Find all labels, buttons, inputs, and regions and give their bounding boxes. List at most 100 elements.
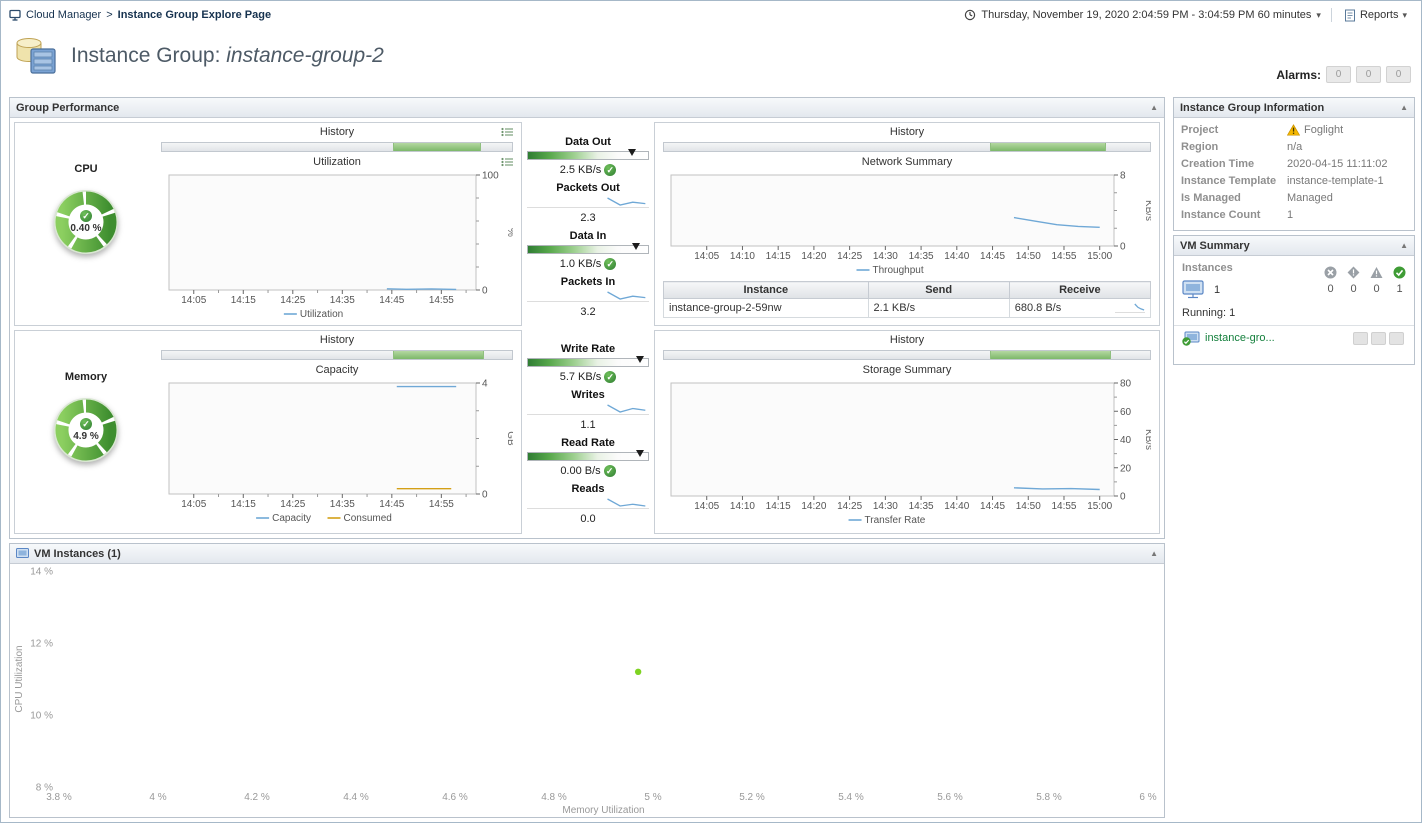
metric-gauge-bar: [527, 450, 649, 461]
svg-text:100: 100: [482, 171, 499, 182]
svg-text:14:05: 14:05: [694, 501, 719, 512]
svg-text:15:00: 15:00: [1087, 251, 1112, 262]
svg-text:14:25: 14:25: [280, 295, 305, 306]
metric-gauge-bar: [527, 243, 649, 254]
svg-text:CPU Utilization: CPU Utilization: [14, 645, 25, 712]
network-history-label: History: [889, 126, 925, 138]
svg-text:8 %: 8 %: [36, 783, 53, 794]
svg-text:Memory Utilization: Memory Utilization: [562, 805, 644, 816]
svg-text:KB/s: KB/s: [1143, 200, 1151, 221]
column-header-receive[interactable]: Receive: [1008, 281, 1152, 299]
svg-text:14:30: 14:30: [873, 251, 898, 262]
alarms: Alarms: 0 0 0: [1276, 66, 1411, 83]
timerange-text: Thursday, November 19, 2020 2:04:59 PM -…: [981, 9, 1312, 21]
warning-gray-icon: [1370, 267, 1383, 278]
svg-text:14:35: 14:35: [909, 251, 934, 262]
panel-title: VM Summary: [1180, 239, 1250, 252]
collapse-icon[interactable]: ▲: [1150, 103, 1158, 112]
info-row-project: Project Foglight: [1181, 123, 1344, 136]
memory-history-label: History: [319, 334, 355, 346]
collapse-icon[interactable]: ▲: [1400, 103, 1408, 112]
metric-write-rate: Write Rate 5.7 KB/s ✓: [526, 343, 650, 384]
svg-text:14:35: 14:35: [330, 295, 355, 306]
svg-text:14:45: 14:45: [980, 251, 1005, 262]
svg-text:KB/s: KB/s: [1143, 429, 1151, 450]
capacity-chart-title: Capacity: [315, 364, 359, 376]
cpu-history-bar: [161, 142, 513, 152]
alarm-count-warning[interactable]: 0: [1386, 66, 1411, 83]
network-summary-chart: 14:05 14:10 14:15 14:20 14:25 14:30 14:35 14:40…: [663, 170, 1154, 278]
status-critical: 0: [1347, 266, 1360, 299]
group-performance-header: Group Performance ▲: [10, 98, 1164, 118]
svg-text:5.6 %: 5.6 %: [937, 792, 963, 803]
svg-text:4: 4: [482, 379, 488, 390]
chart-options-icon[interactable]: [501, 157, 513, 170]
info-row-instance-template: Instance Template instance-template-1: [1181, 174, 1384, 187]
metric-packets-in: Packets In 3.2: [526, 276, 650, 319]
metric-data-in: Data In 1.0 KB/s ✓: [526, 230, 650, 271]
memory-gauge: ✓ 4.9 %: [49, 393, 123, 467]
svg-text:14:45: 14:45: [379, 499, 404, 510]
info-panel-header: Instance Group Information ▲: [1174, 98, 1414, 118]
alarm-count-fatal[interactable]: 0: [1326, 66, 1351, 83]
svg-text:5.4 %: 5.4 %: [838, 792, 864, 803]
svg-text:14:15: 14:15: [766, 501, 791, 512]
reports-button[interactable]: Reports ▾: [1338, 8, 1413, 23]
breadcrumb-root[interactable]: Cloud Manager: [26, 9, 102, 21]
page-title: Instance Group: instance-group-2: [71, 44, 384, 68]
network-chart-title: Network Summary: [861, 156, 953, 168]
status-ok-icon: ✓: [604, 258, 617, 270]
metric-gauge-bar: [527, 356, 649, 367]
cell-receive: 680.8 B/s: [1008, 298, 1152, 318]
chart-options-icon[interactable]: [501, 127, 513, 140]
svg-text:14:50: 14:50: [1016, 251, 1041, 262]
svg-text:15:00: 15:00: [1087, 501, 1112, 512]
status-normal: 1: [1393, 266, 1406, 299]
svg-text:12 %: 12 %: [30, 639, 53, 650]
collapse-icon[interactable]: ▲: [1400, 241, 1408, 250]
memory-history-bar: [161, 350, 513, 360]
alarm-count-critical[interactable]: 0: [1356, 66, 1381, 83]
svg-text:14:55: 14:55: [429, 499, 454, 510]
svg-text:14:15: 14:15: [231, 295, 256, 306]
network-table: Instance Send Receive instance-group-2-5…: [663, 281, 1152, 318]
gauge-marker-icon: [632, 243, 640, 250]
status-ok-icon: ✓: [604, 164, 617, 176]
header: Instance Group: instance-group-2 Alarms:…: [9, 29, 1413, 89]
panel-title: Instance Group Information: [1180, 101, 1325, 114]
topbar-divider: [1330, 8, 1332, 22]
svg-text:%: %: [505, 228, 513, 237]
alarm-placeholder: [1353, 331, 1368, 345]
instances-label: Instances: [1182, 262, 1233, 274]
vm-icon: [1182, 280, 1204, 299]
timerange-control[interactable]: Thursday, November 19, 2020 2:04:59 PM -…: [960, 8, 1325, 22]
svg-text:5.2 %: 5.2 %: [739, 792, 765, 803]
svg-text:14:55: 14:55: [429, 295, 454, 306]
vm-list-item[interactable]: instance-gro...: [1182, 326, 1406, 347]
critical-icon: [1347, 266, 1360, 279]
svg-text:14:20: 14:20: [801, 501, 826, 512]
column-header-instance[interactable]: Instance: [663, 281, 869, 299]
svg-text:Throughput: Throughput: [873, 265, 924, 276]
svg-text:14:10: 14:10: [730, 501, 755, 512]
memory-label: Memory: [64, 371, 108, 383]
svg-text:14:40: 14:40: [944, 501, 969, 512]
topbar-right: Thursday, November 19, 2020 2:04:59 PM -…: [960, 8, 1413, 23]
metric-sparkline: [527, 196, 649, 209]
memory-capacity-chart: 14:05 14:15 14:25 14:35 14:45 14:55 0 4 GB Capaci…: [161, 378, 516, 526]
vm-item-alarm-boxes: [1353, 331, 1404, 345]
table-row[interactable]: instance-group-2-59nw 2.1 KB/s 680.8 B/s: [663, 298, 1152, 318]
vm-icon: [16, 548, 29, 558]
status-warning: 0: [1370, 266, 1383, 299]
svg-text:14:25: 14:25: [280, 499, 305, 510]
info-row-instance-count: Instance Count 1: [1181, 208, 1294, 221]
collapse-icon[interactable]: ▲: [1150, 549, 1158, 558]
group-performance-panel: Group Performance ▲ CPU: [9, 97, 1165, 539]
cell-instance: instance-group-2-59nw: [663, 298, 869, 318]
storage-chart-title: Storage Summary: [862, 364, 952, 376]
metric-reads: Reads 0.0: [526, 483, 650, 526]
chevron-down-icon: ▾: [1316, 9, 1321, 20]
vm-instances-panel: VM Instances (1) ▲ 3.8 % 4 % 4.2 % 4.4 % 4.6…: [9, 543, 1165, 818]
instances-summary: Instances 1: [1182, 262, 1233, 299]
column-header-send[interactable]: Send: [867, 281, 1010, 299]
